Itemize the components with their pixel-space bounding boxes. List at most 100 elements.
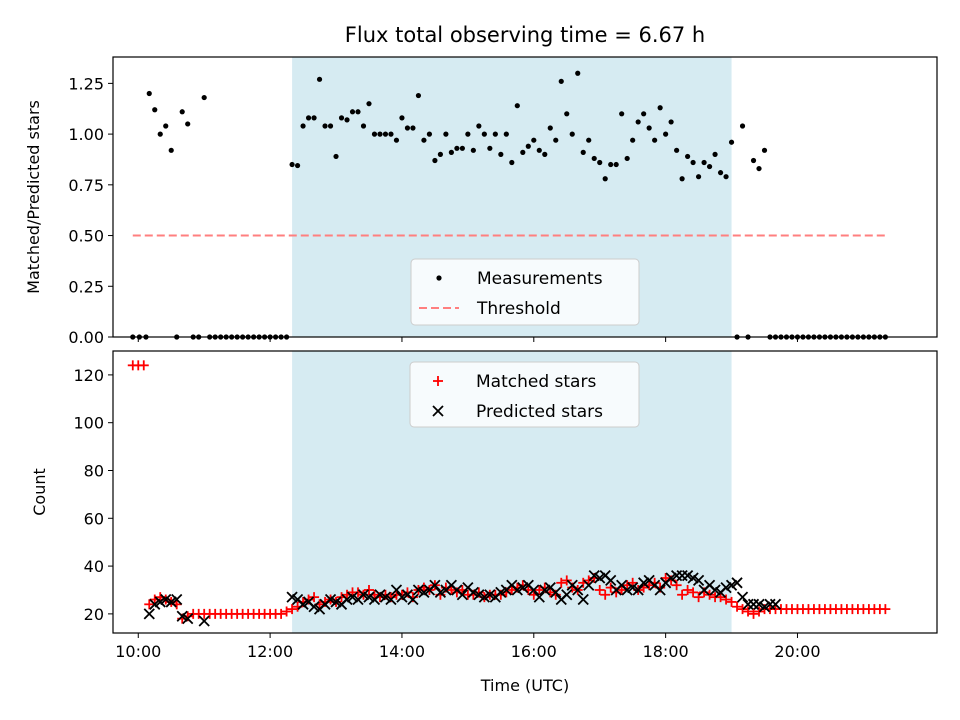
predicted-star-point: [407, 593, 419, 606]
measurement-point: [355, 109, 361, 115]
predicted-star-point: [577, 593, 589, 606]
measurement-point: [597, 159, 603, 166]
x-tick-label: 10:00: [115, 642, 161, 661]
predicted-star-point: [632, 584, 644, 596]
matched-star-point: [726, 596, 737, 607]
legend-label: Matched stars: [476, 372, 596, 392]
measurement-point: [536, 147, 542, 153]
measurement-point: [514, 103, 520, 109]
matched-star-point: [677, 589, 688, 600]
predicted-star-point: [429, 579, 441, 591]
measurement-point: [608, 161, 614, 168]
bottom-panel: 20 40 60 80 100 120 10:00 12:00 14:00 16:00 18:00…: [30, 350, 938, 695]
measurement-point: [706, 163, 713, 170]
matched-star-point: [732, 601, 743, 612]
measurement-point: [185, 121, 191, 127]
measurement-point: [415, 92, 422, 99]
predicted-star-point: [528, 584, 540, 596]
predicted-star-point: [769, 598, 782, 610]
top-panel: 0.00 0.25 0.50 0.75 1.00 1.25 Matched/Predict…: [24, 56, 938, 347]
measurement-point: [657, 105, 663, 111]
top-marks: [130, 70, 888, 340]
predicted-star-point: [198, 615, 210, 627]
matched-star-point: [682, 584, 693, 595]
measurement-point: [157, 131, 163, 137]
measurement-point: [695, 174, 702, 180]
measurement-point: [679, 176, 685, 182]
measurement-point: [520, 149, 526, 155]
measurement-point: [756, 165, 762, 172]
matched-star-point: [138, 360, 149, 371]
measurement-point: [663, 131, 669, 137]
measurement-point: [146, 90, 152, 97]
y-tick-label: 80: [84, 461, 104, 480]
predicted-star-point: [736, 591, 749, 603]
matched-star-point: [561, 575, 572, 586]
matched-star-point: [616, 584, 627, 595]
predicted-star-point: [654, 584, 666, 596]
measurement-point: [305, 115, 312, 121]
matched-star-point: [660, 573, 671, 584]
measurement-point: [558, 78, 564, 84]
bottom-x-axis-label: Time (UTC): [480, 676, 569, 695]
x-tick-label: 20:00: [774, 642, 820, 661]
legend-box: [409, 361, 640, 428]
measurement-point: [163, 123, 169, 129]
measurement-point: [624, 155, 630, 162]
measurement-point: [646, 125, 652, 131]
predicted-star-point: [692, 574, 705, 587]
measurement-point: [580, 149, 586, 155]
measurement-point: [690, 159, 696, 166]
matched-star-point: [671, 580, 682, 591]
matched-star-point: [600, 589, 611, 600]
chart-title: Flux total observing time = 6.67 h: [345, 23, 705, 47]
measurement-point: [311, 115, 317, 121]
predicted-star-point: [747, 598, 760, 610]
measurement-point: [437, 151, 444, 157]
top-plot-frame: [112, 56, 938, 338]
matched-star-point: [627, 577, 638, 588]
measurement-point: [591, 155, 597, 162]
measurement-point: [316, 76, 323, 82]
measurement-point: [399, 115, 405, 121]
measurement-point: [404, 125, 411, 131]
measurement-point: [503, 131, 509, 137]
y-tick-label: 1.25: [68, 74, 104, 93]
bottom-y-ticks: 20 40 60 80 100 120: [73, 366, 113, 624]
predicted-star-point: [572, 584, 584, 596]
measurement-point: [432, 157, 438, 164]
measurement-point: [443, 131, 449, 137]
matched-star-point: [506, 584, 517, 595]
legend-plus-marker: [433, 376, 443, 386]
measurement-point: [300, 123, 306, 129]
matched-star-point: [363, 584, 374, 595]
predicted-star-point: [456, 589, 469, 601]
measurement-point: [619, 111, 625, 117]
y-tick-label: 100: [73, 414, 104, 433]
measurement-point: [498, 151, 504, 157]
measurement-point: [349, 109, 356, 115]
legend-x-marker: [432, 405, 444, 417]
measurement-point: [569, 131, 575, 137]
predicted-star-point: [561, 589, 573, 601]
measurement-point: [525, 143, 531, 149]
matched-star-point: [287, 604, 298, 615]
measurement-point: [509, 159, 515, 166]
matched-star-point: [693, 592, 704, 603]
measurement-point: [366, 101, 372, 107]
top-legend: Measurements Threshold: [410, 258, 640, 326]
measurement-point: [344, 117, 350, 123]
y-tick-label: 1.00: [68, 125, 104, 144]
matched-star-point: [309, 592, 320, 603]
matched-star-point: [688, 587, 699, 598]
matched-star-point: [715, 592, 726, 603]
matched-star-point: [556, 577, 567, 588]
predicted-star-point: [583, 579, 595, 591]
measurement-point: [327, 123, 334, 129]
x-tick-label: 16:00: [511, 642, 557, 661]
bottom-plot-frame: [112, 350, 938, 634]
measurement-point: [459, 145, 465, 151]
predicted-star-point: [182, 613, 194, 625]
matched-star-point: [704, 589, 715, 600]
